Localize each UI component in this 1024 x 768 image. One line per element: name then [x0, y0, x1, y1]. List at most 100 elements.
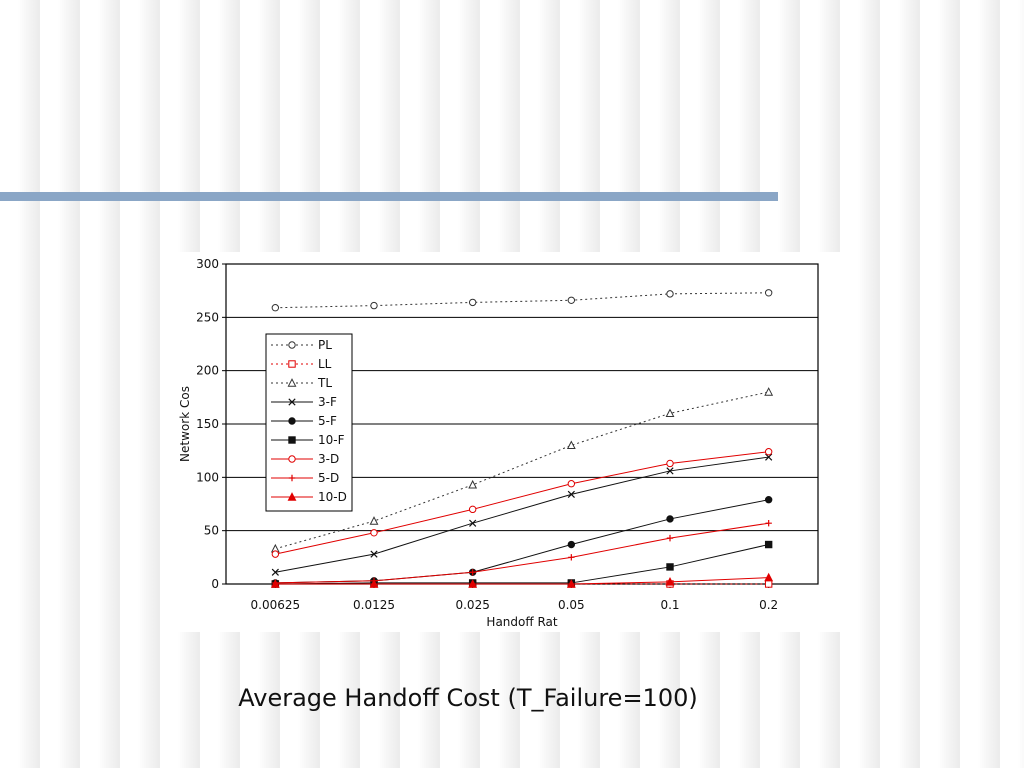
- legend-item: 5-D: [271, 471, 339, 485]
- legend-marker: [288, 398, 296, 406]
- legend-item: 5-F: [271, 414, 337, 428]
- data-point: [566, 579, 576, 588]
- legend-item: LL: [271, 357, 332, 371]
- series-5-d: [272, 520, 772, 587]
- series-line: [275, 456, 769, 573]
- series-line: [275, 522, 769, 584]
- series-3-f: [271, 453, 773, 576]
- data-point: [764, 448, 773, 456]
- data-point: [764, 289, 773, 297]
- data-point: [764, 580, 773, 588]
- legend-label: TL: [317, 376, 332, 390]
- legend: PL LL TL 3-F 5-F 10-F 3-D 5-D 10-D: [265, 333, 353, 512]
- line-chart: 0 50 100 150 200 250 300 0.00625 0.0125 0.025 0.05…: [178, 257, 819, 629]
- y-tick-label: 50: [204, 524, 219, 538]
- legend-label: PL: [318, 338, 332, 352]
- data-point: [566, 440, 576, 450]
- data-point: [469, 519, 477, 527]
- x-tick-label: 0.025: [455, 598, 489, 612]
- data-point: [764, 387, 774, 396]
- series-line: [275, 292, 769, 309]
- legend-item: PL: [271, 338, 332, 352]
- data-point: [369, 516, 379, 525]
- y-axis-title: Network Cos: [178, 386, 192, 462]
- series-line: [275, 544, 769, 585]
- data-point: [567, 296, 576, 304]
- legend-marker: [287, 378, 297, 387]
- legend-marker: [288, 417, 296, 425]
- legend-label: 5-F: [318, 414, 337, 428]
- series-line: [275, 577, 769, 585]
- y-tick-label: 300: [196, 257, 219, 271]
- series-line: [275, 499, 769, 584]
- data-point: [666, 459, 674, 468]
- legend-marker: [288, 360, 296, 368]
- series-line: [275, 451, 769, 555]
- data-point: [568, 554, 575, 561]
- legend-marker: [288, 455, 296, 463]
- y-tick-label: 250: [196, 310, 219, 324]
- series-line: [275, 391, 769, 550]
- legend-label: 5-D: [318, 471, 339, 485]
- legend-marker: [288, 436, 296, 444]
- series-pl: [271, 289, 773, 312]
- data-point: [270, 579, 280, 588]
- data-point: [468, 505, 477, 514]
- x-tick-label: 0.00625: [251, 598, 301, 612]
- series-10-d: [270, 572, 774, 588]
- data-point: [271, 550, 280, 558]
- data-point: [764, 572, 774, 582]
- x-tick-label: 0.05: [558, 598, 585, 612]
- x-tick-label: 0.2: [759, 598, 778, 612]
- series-tl: [270, 387, 774, 553]
- y-tick-label: 200: [196, 364, 219, 378]
- data-point: [567, 480, 576, 488]
- data-point: [567, 490, 575, 499]
- x-axis-title: Handoff Rat: [486, 615, 557, 629]
- data-point: [666, 534, 674, 542]
- legend-label: 10-F: [318, 433, 345, 447]
- legend-marker: [288, 474, 296, 482]
- data-point: [666, 290, 674, 298]
- slide-caption: Average Handoff Cost (T_Failure=100): [238, 684, 698, 712]
- data-point: [369, 579, 379, 588]
- series-3-d: [271, 448, 773, 558]
- y-tick-label: 150: [196, 417, 219, 431]
- legend-item: TL: [271, 376, 332, 390]
- data-point: [468, 579, 478, 588]
- data-point: [666, 467, 674, 475]
- data-point: [271, 568, 279, 576]
- legend-item: 3-F: [271, 395, 337, 409]
- data-point: [765, 453, 773, 461]
- data-point: [370, 301, 378, 310]
- y-tick-label: 100: [196, 470, 219, 484]
- data-point: [271, 304, 280, 312]
- legend-item: 10-D: [271, 490, 347, 504]
- title-accent-bar: [0, 192, 778, 201]
- data-point: [765, 520, 772, 527]
- legend-label: 3-F: [318, 395, 337, 409]
- y-tick-label: 0: [211, 577, 219, 591]
- chart-container: 0 50 100 150 200 250 300 0.00625 0.0125 0.025 0.05…: [175, 252, 843, 632]
- legend-marker: [288, 341, 296, 349]
- data-point: [666, 563, 674, 571]
- legend-label: LL: [318, 357, 332, 371]
- legend-marker: [287, 492, 297, 501]
- data-point: [468, 298, 477, 307]
- data-point: [370, 550, 378, 558]
- data-point: [567, 540, 576, 549]
- legend-item: 10-F: [271, 433, 345, 447]
- data-point: [665, 408, 675, 418]
- legend-item: 3-D: [271, 452, 339, 466]
- legend-label: 10-D: [318, 490, 347, 504]
- data-point: [764, 540, 773, 549]
- x-tick-label: 0.0125: [353, 598, 395, 612]
- data-point: [665, 576, 675, 586]
- x-tick-label: 0.1: [660, 598, 679, 612]
- data-point: [468, 479, 478, 489]
- legend-label: 3-D: [318, 452, 339, 466]
- data-point: [666, 515, 674, 523]
- data-point: [469, 569, 476, 576]
- legend-box: [265, 333, 353, 512]
- data-point: [764, 496, 773, 504]
